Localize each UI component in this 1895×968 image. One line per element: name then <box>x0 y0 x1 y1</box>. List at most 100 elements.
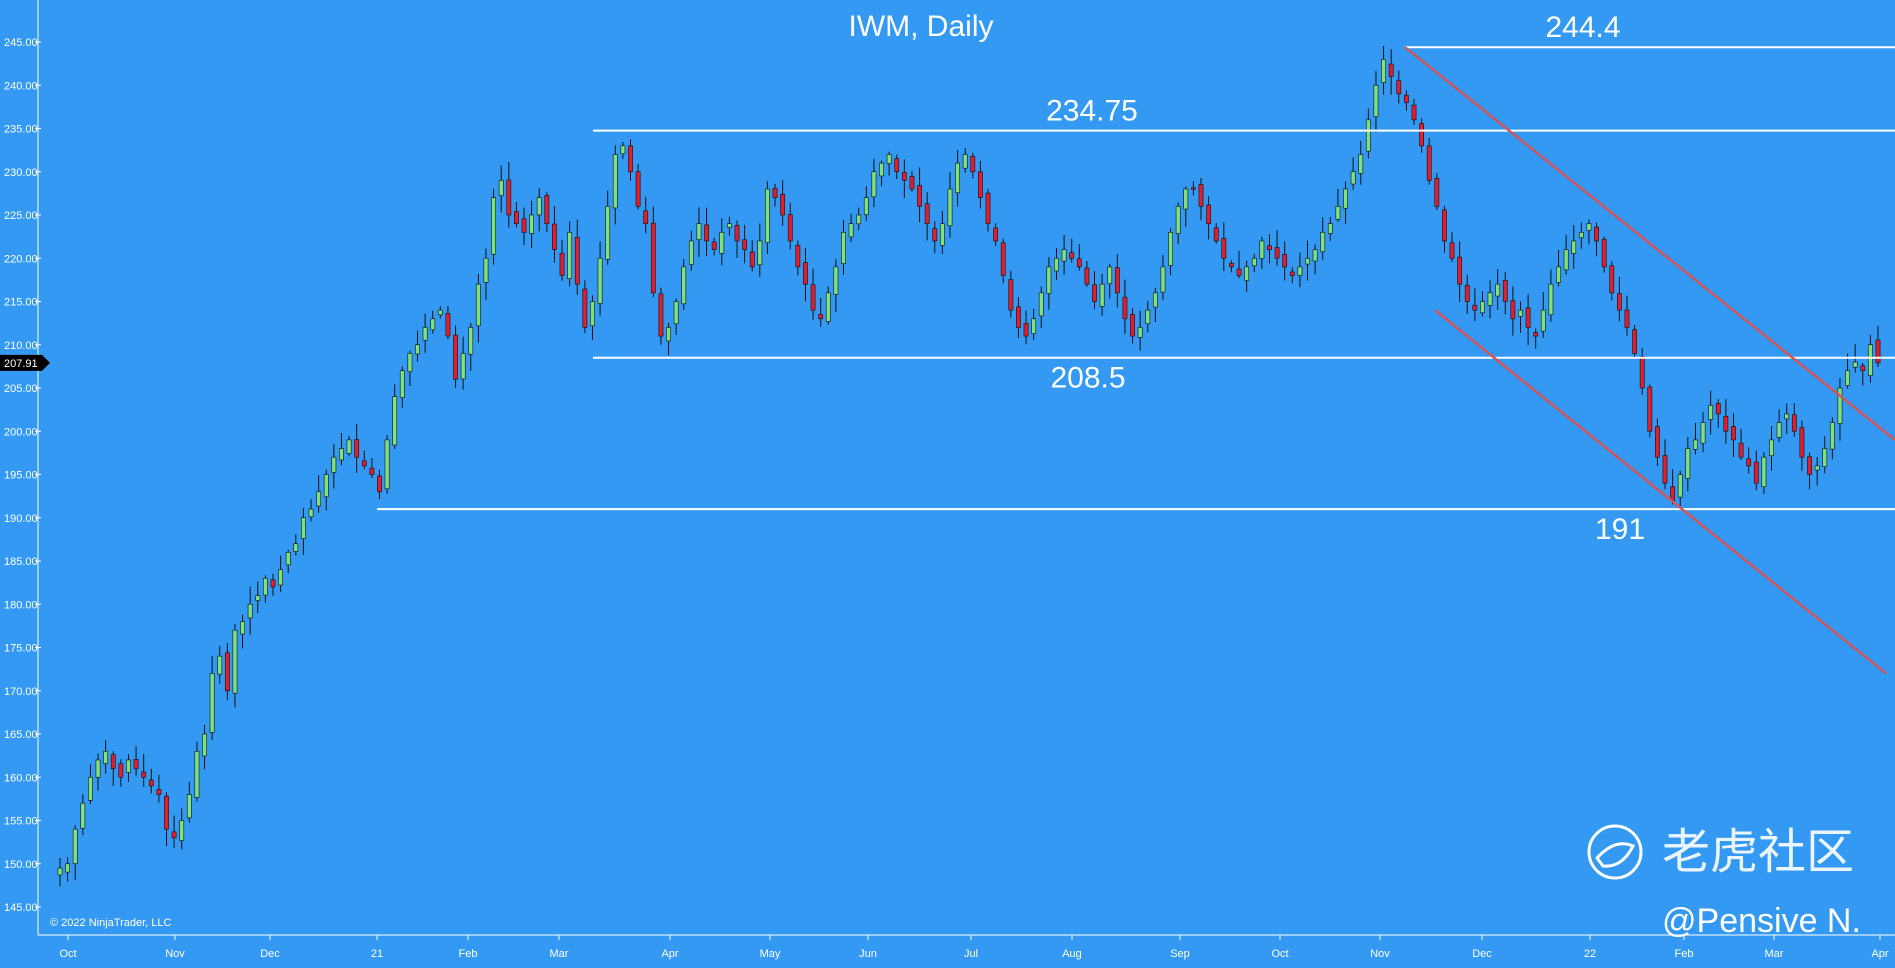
candle <box>1738 428 1744 461</box>
candle <box>202 724 207 770</box>
candle-body <box>605 206 611 260</box>
candle-body <box>1533 332 1539 337</box>
candle <box>955 149 960 207</box>
candle <box>1578 222 1584 249</box>
candle <box>1221 222 1227 272</box>
candle-body <box>57 867 63 876</box>
candle-body <box>118 763 124 778</box>
candle <box>1875 325 1881 368</box>
candle <box>1655 418 1660 467</box>
candle-body <box>1114 267 1120 294</box>
candle-body <box>1076 258 1082 268</box>
candle-body <box>521 218 527 233</box>
candle-body <box>841 232 846 264</box>
candle <box>1525 294 1531 346</box>
candle-body <box>475 283 481 327</box>
candle <box>620 141 626 159</box>
candle <box>1350 157 1356 190</box>
candle <box>1016 297 1021 339</box>
candle <box>1282 241 1288 281</box>
candle-body <box>1601 238 1607 268</box>
candle-body <box>72 828 78 864</box>
y-tick-label: 145.00 <box>4 902 38 914</box>
candle-body <box>1031 318 1037 334</box>
candle-body <box>825 292 831 322</box>
candle-body <box>1875 339 1881 364</box>
candle-body <box>240 621 245 635</box>
candle <box>574 219 580 295</box>
candle-body <box>1449 242 1455 259</box>
candle-body <box>1350 171 1356 185</box>
candle <box>1381 46 1386 95</box>
candle <box>217 645 223 684</box>
candle <box>1472 288 1478 322</box>
candle <box>384 435 390 494</box>
candle-body <box>1221 238 1227 259</box>
level-label-244.4: 244.4 <box>1545 11 1620 44</box>
candle <box>650 206 656 298</box>
candle-body <box>559 252 565 276</box>
candle <box>194 741 200 802</box>
candle-body <box>209 673 215 733</box>
candle-body <box>742 239 747 250</box>
candle-body <box>787 214 793 242</box>
candle <box>1191 181 1196 196</box>
candle <box>597 241 603 316</box>
x-tick-label: May <box>760 948 781 960</box>
candle-body <box>1343 188 1348 209</box>
candle-body <box>1837 387 1843 424</box>
candle <box>171 815 177 848</box>
candle <box>468 322 474 371</box>
candle <box>399 366 405 408</box>
candle <box>339 433 344 466</box>
candle-body <box>1647 386 1653 432</box>
candle <box>1213 223 1219 244</box>
channel-lower-line <box>1434 309 1887 675</box>
candle-body <box>1419 123 1424 147</box>
candle <box>765 181 770 254</box>
candle <box>894 154 900 180</box>
candle <box>1708 390 1714 435</box>
candle-body <box>1297 266 1303 276</box>
candle-body <box>133 759 139 769</box>
candle-body <box>1784 413 1790 420</box>
candle <box>1160 255 1166 301</box>
candle <box>1518 301 1523 333</box>
candle <box>901 159 907 198</box>
candle-body <box>704 224 709 242</box>
candle-body <box>567 232 573 279</box>
candle-body <box>377 475 382 493</box>
candle <box>354 423 360 473</box>
candle <box>529 200 535 249</box>
candle <box>863 186 869 221</box>
candle-body <box>1107 266 1113 284</box>
candle <box>133 746 139 776</box>
candle-body <box>886 154 892 164</box>
candle-body <box>1715 403 1721 415</box>
candle-body <box>278 569 283 586</box>
y-tick-label: 235.00 <box>4 124 38 136</box>
candle <box>247 586 253 635</box>
horizontal-levels: 244.4 234.75 208.5 191 <box>377 11 1895 546</box>
candle <box>1038 286 1044 329</box>
candle-body <box>1586 223 1592 231</box>
candles <box>57 46 1881 887</box>
candle-body <box>1251 257 1257 267</box>
candle <box>1305 240 1310 281</box>
candle <box>1206 196 1212 240</box>
candle <box>316 475 322 513</box>
candle <box>856 207 862 231</box>
candle <box>95 753 101 791</box>
candle-body <box>879 162 884 177</box>
candle <box>1829 417 1835 460</box>
candle-body <box>171 831 177 839</box>
candle-body <box>247 603 253 619</box>
candle-body <box>1624 309 1630 328</box>
candle <box>460 336 466 390</box>
candle <box>270 573 276 596</box>
candle-body <box>955 162 960 194</box>
candle <box>1510 286 1516 336</box>
candle-body <box>1677 474 1683 498</box>
candle <box>1609 261 1615 301</box>
candle-body <box>1791 414 1797 432</box>
